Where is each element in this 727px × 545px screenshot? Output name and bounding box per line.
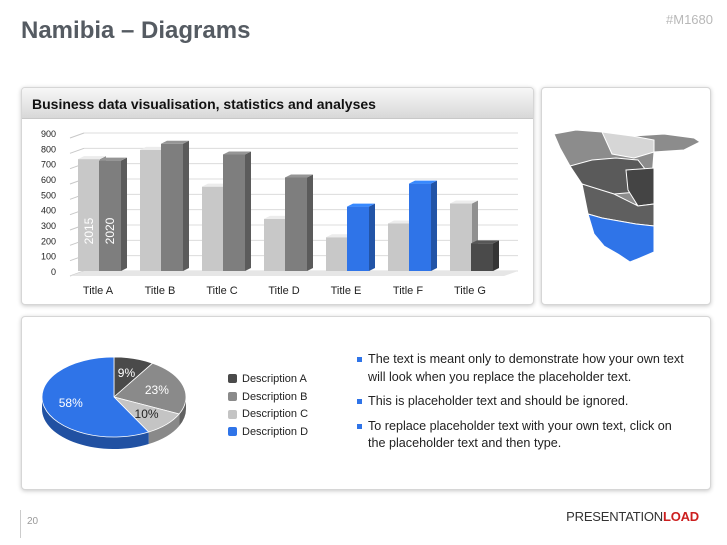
- x-category-label: Title B: [145, 285, 176, 297]
- pie-data-label: 58%: [59, 396, 83, 410]
- pie-data-label: 10%: [135, 407, 159, 421]
- legend-item: Description C: [228, 405, 308, 423]
- y-tick-label: 100: [41, 252, 56, 262]
- square-bullet-icon: [357, 399, 362, 404]
- slide-title: Namibia – Diagrams: [21, 17, 251, 44]
- bar: [223, 154, 245, 271]
- bar-top: [347, 203, 375, 207]
- bar: [140, 149, 162, 271]
- bar: [388, 223, 410, 271]
- bar: [409, 183, 431, 271]
- bar-top: [161, 140, 189, 144]
- map-region-south: [587, 213, 655, 263]
- y-tick-label: 400: [41, 206, 56, 216]
- y-tick-label: 700: [41, 160, 56, 170]
- legend-label: Description B: [242, 390, 308, 403]
- bar: [202, 186, 224, 271]
- legend-swatch-d: [228, 427, 237, 437]
- bullet-item: This is placeholder text and should be i…: [357, 393, 687, 411]
- bar-side: [245, 151, 251, 271]
- gridline-perspective: [69, 147, 85, 154]
- pie-slice-side: [179, 397, 186, 427]
- square-bullet-icon: [357, 357, 362, 362]
- pie-slice-side: [42, 397, 149, 449]
- gridline-perspective: [69, 132, 85, 139]
- bar: [99, 160, 121, 271]
- bar-top: [78, 156, 106, 160]
- bar-chart: 0 100 200 300 400 500 600 700 800 900 2015 2020 Titl…: [41, 129, 518, 297]
- legend-label: Description A: [242, 372, 307, 385]
- pie-slice: [42, 356, 150, 438]
- x-category-label: Title F: [393, 285, 423, 297]
- x-category-label: Title C: [206, 285, 237, 297]
- y-tick-label: 200: [41, 236, 56, 246]
- bar-top: [409, 180, 437, 184]
- y-tick-label: 0: [51, 267, 56, 277]
- x-category-label: Title G: [454, 285, 486, 297]
- namibia-map-icon: [553, 129, 701, 263]
- pie-legend: Description A Description B Description …: [228, 370, 308, 441]
- y-tick-label: 600: [41, 175, 56, 185]
- bullet-text: The text is meant only to demonstrate ho…: [368, 352, 684, 384]
- pie-data-label: 9%: [118, 366, 136, 380]
- bar: [347, 206, 369, 271]
- legend-label: Description C: [242, 408, 309, 421]
- square-bullet-icon: [357, 423, 362, 429]
- bar: [471, 243, 493, 271]
- x-category-label: Title E: [331, 285, 362, 297]
- brand-logo: PRESENTATIONLOAD: [566, 509, 699, 524]
- bar-side: [183, 140, 189, 271]
- slide-code: #M1680: [666, 12, 713, 27]
- pie-chart: 9% 23% 10% 58%: [42, 356, 187, 449]
- pie-panel: 9% 23% 10% 58% Description A Description B …: [21, 316, 711, 490]
- map-panel: [541, 87, 711, 305]
- bar: [285, 177, 307, 271]
- legend-item: Description D: [228, 423, 308, 441]
- map-region-northeast: [601, 131, 655, 159]
- bar-side: [307, 174, 313, 271]
- y-tick-label: 300: [41, 221, 56, 231]
- page-number: 20: [27, 516, 39, 527]
- legend-swatch-a: [228, 374, 237, 384]
- bar-chart-panel: Business data visualisation, statistics …: [21, 87, 534, 305]
- y-tick-label: 900: [41, 129, 56, 139]
- chart-panel-header: Business data visualisation, statistics …: [22, 88, 533, 119]
- bar: [326, 237, 348, 271]
- bar-top: [99, 157, 127, 161]
- bullet-item: To replace placeholder text with your ow…: [357, 418, 687, 453]
- bar-side: [493, 240, 499, 271]
- bar-top: [285, 174, 313, 178]
- bar: [264, 218, 286, 271]
- bar: [450, 203, 472, 271]
- bullet-list: The text is meant only to demonstrate ho…: [357, 351, 687, 460]
- series-label: 2020: [103, 217, 117, 244]
- bullet-text: This is placeholder text and should be i…: [368, 394, 629, 408]
- bullet-item: The text is meant only to demonstrate ho…: [357, 351, 687, 386]
- bullet-text: To replace placeholder text with your ow…: [368, 418, 672, 451]
- x-category-label: Title D: [268, 285, 299, 297]
- legend-item: Description A: [228, 370, 308, 388]
- bar-side: [121, 157, 127, 271]
- series-label: 2015: [82, 217, 96, 244]
- legend-swatch-c: [228, 409, 237, 419]
- legend-item: Description B: [228, 388, 308, 406]
- bar-top: [450, 200, 478, 204]
- bar: [78, 159, 100, 271]
- bar-top: [223, 151, 251, 155]
- legend-swatch-b: [228, 392, 237, 402]
- bar-top: [471, 240, 499, 244]
- bar-side: [431, 180, 437, 271]
- chart-floor: [70, 271, 518, 276]
- bar-side: [369, 203, 375, 271]
- bar: [161, 143, 183, 271]
- legend-label: Description D: [242, 425, 309, 438]
- pie-data-label: 23%: [145, 383, 169, 397]
- footer-divider: [20, 510, 21, 538]
- y-tick-label: 500: [41, 190, 56, 200]
- x-category-label: Title A: [83, 285, 114, 297]
- y-tick-label: 800: [41, 144, 56, 154]
